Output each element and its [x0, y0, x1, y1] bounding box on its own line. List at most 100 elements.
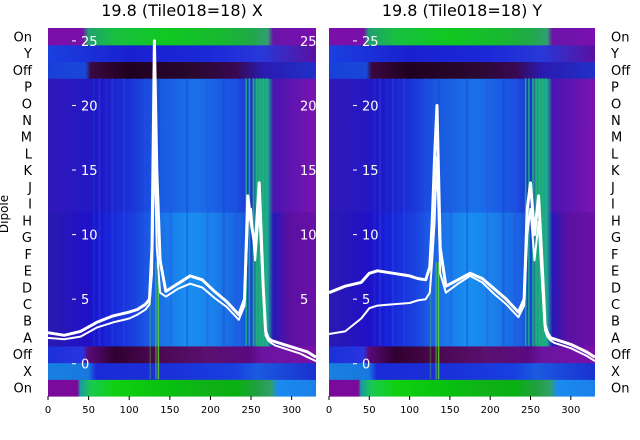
heatmap-streak [528, 78, 530, 346]
category-label-left: Off [13, 64, 33, 79]
heatmap-streak [413, 78, 416, 346]
heatmap-streak [92, 78, 95, 346]
overlay-ytick-label: 15 [81, 164, 98, 179]
heatmap-streak [545, 78, 547, 346]
heatmap-row-22 [48, 28, 316, 46]
heatmap-streak [466, 78, 469, 346]
category-label-right: On [611, 30, 629, 45]
x-tick-label: 0 [326, 405, 332, 416]
heatmap-row-22 [329, 28, 595, 46]
heatmap-streak [98, 78, 101, 346]
heatmap-streak [111, 78, 114, 346]
category-label-right: Off [611, 64, 631, 79]
heatmap-streak [252, 78, 255, 346]
overlay-ytick-label: 0 [362, 358, 370, 373]
panel-title-y: 19.8 (Tile018=18) Y [382, 1, 543, 20]
heatmap-streak [169, 78, 173, 346]
category-label-right: N [611, 114, 621, 129]
category-label-left: O [22, 97, 32, 112]
overlay-ytick-label: 25 [300, 35, 317, 50]
category-label-left: On [14, 30, 32, 45]
heatmap-row-21 [48, 44, 316, 63]
heatmap-row-11 [329, 212, 595, 230]
category-label-left: E [24, 265, 32, 280]
category-label-right: F [611, 248, 618, 263]
x-tick-label: 50 [82, 405, 95, 416]
category-label-right: A [611, 331, 620, 346]
category-label-right: J [610, 181, 615, 196]
heatmap-row-9 [329, 245, 595, 263]
category-label-left: I [28, 198, 32, 213]
category-label-left: X [23, 365, 32, 380]
category-label-left: G [22, 231, 32, 246]
x-tick-label: 150 [160, 405, 179, 416]
heatmap-streak [385, 78, 388, 346]
heatmap-row-11 [48, 212, 316, 230]
heatmap-streak [265, 78, 268, 346]
category-label-right: H [611, 214, 621, 229]
category-label-left: C [23, 298, 32, 313]
x-tick-label: 0 [45, 405, 51, 416]
category-label-left: H [22, 214, 32, 229]
y-axis-label: Dipole [0, 195, 11, 233]
category-label-right: L [611, 147, 619, 162]
x-tick-label: 100 [400, 405, 419, 416]
overlay-series-1 [47, 39, 317, 359]
heatmap-streak [143, 78, 147, 346]
overlay-ytick-label: 10 [81, 229, 98, 244]
category-label-right: I [611, 198, 615, 213]
x-tick-label: 250 [241, 405, 260, 416]
heatmap-streak [186, 78, 189, 346]
heatmap-row-19 [48, 78, 316, 96]
category-label-left: D [22, 281, 32, 296]
heatmap-marker [435, 262, 437, 380]
heatmap-row-16 [329, 128, 595, 146]
overlay-ytick-label: 0 [81, 358, 89, 373]
heatmap-marker [155, 262, 157, 380]
overlay-ytick-label: 20 [300, 99, 317, 114]
heatmap-row-5 [329, 312, 595, 330]
overlay-ytick-label: 25 [81, 35, 98, 50]
category-label-right: C [611, 298, 620, 313]
heatmap-streak [133, 78, 136, 346]
heatmap-streak [391, 78, 395, 346]
heatmap-marker [437, 262, 440, 380]
x-tick-label: 250 [521, 405, 540, 416]
heatmap-row-2 [329, 362, 595, 380]
heatmap-streak [541, 78, 544, 346]
heatmap-row-8 [48, 262, 316, 280]
heatmap-row-21 [329, 44, 595, 63]
overlay-ytick-label: 5 [362, 293, 370, 308]
panel-title-x: 19.8 (Tile018=18) X [101, 1, 263, 20]
overlay-ytick-label: 20 [362, 99, 379, 114]
heatmap-marker [157, 262, 160, 380]
x-tick-label: 200 [481, 405, 500, 416]
category-label-right: B [611, 315, 620, 330]
heatmap-row-12 [48, 195, 316, 213]
category-label-left: J [27, 181, 32, 196]
heatmap-row-15 [48, 145, 316, 163]
heatmap-row-2 [48, 362, 316, 380]
category-label-right: O [611, 97, 621, 112]
heatmap-row-13 [329, 178, 595, 196]
heatmap-row-13 [48, 178, 316, 196]
category-label-right: M [611, 131, 622, 146]
category-label-right: D [611, 281, 621, 296]
heatmap-row-20 [329, 61, 595, 79]
category-label-left: B [23, 315, 32, 330]
x-tick-label: 50 [363, 405, 376, 416]
x-tick-label: 100 [120, 405, 139, 416]
category-label-left: On [14, 382, 32, 397]
overlay-ytick-label: 10 [300, 229, 317, 244]
overlay-ytick-label: 5 [300, 293, 308, 308]
category-label-left: M [21, 131, 32, 146]
x-tick-label: 300 [561, 405, 580, 416]
heatmap-streak [502, 78, 505, 346]
overlay-ytick-label: 25 [362, 35, 379, 50]
heatmap-streak [514, 78, 517, 346]
heatmap-streak [222, 78, 225, 346]
